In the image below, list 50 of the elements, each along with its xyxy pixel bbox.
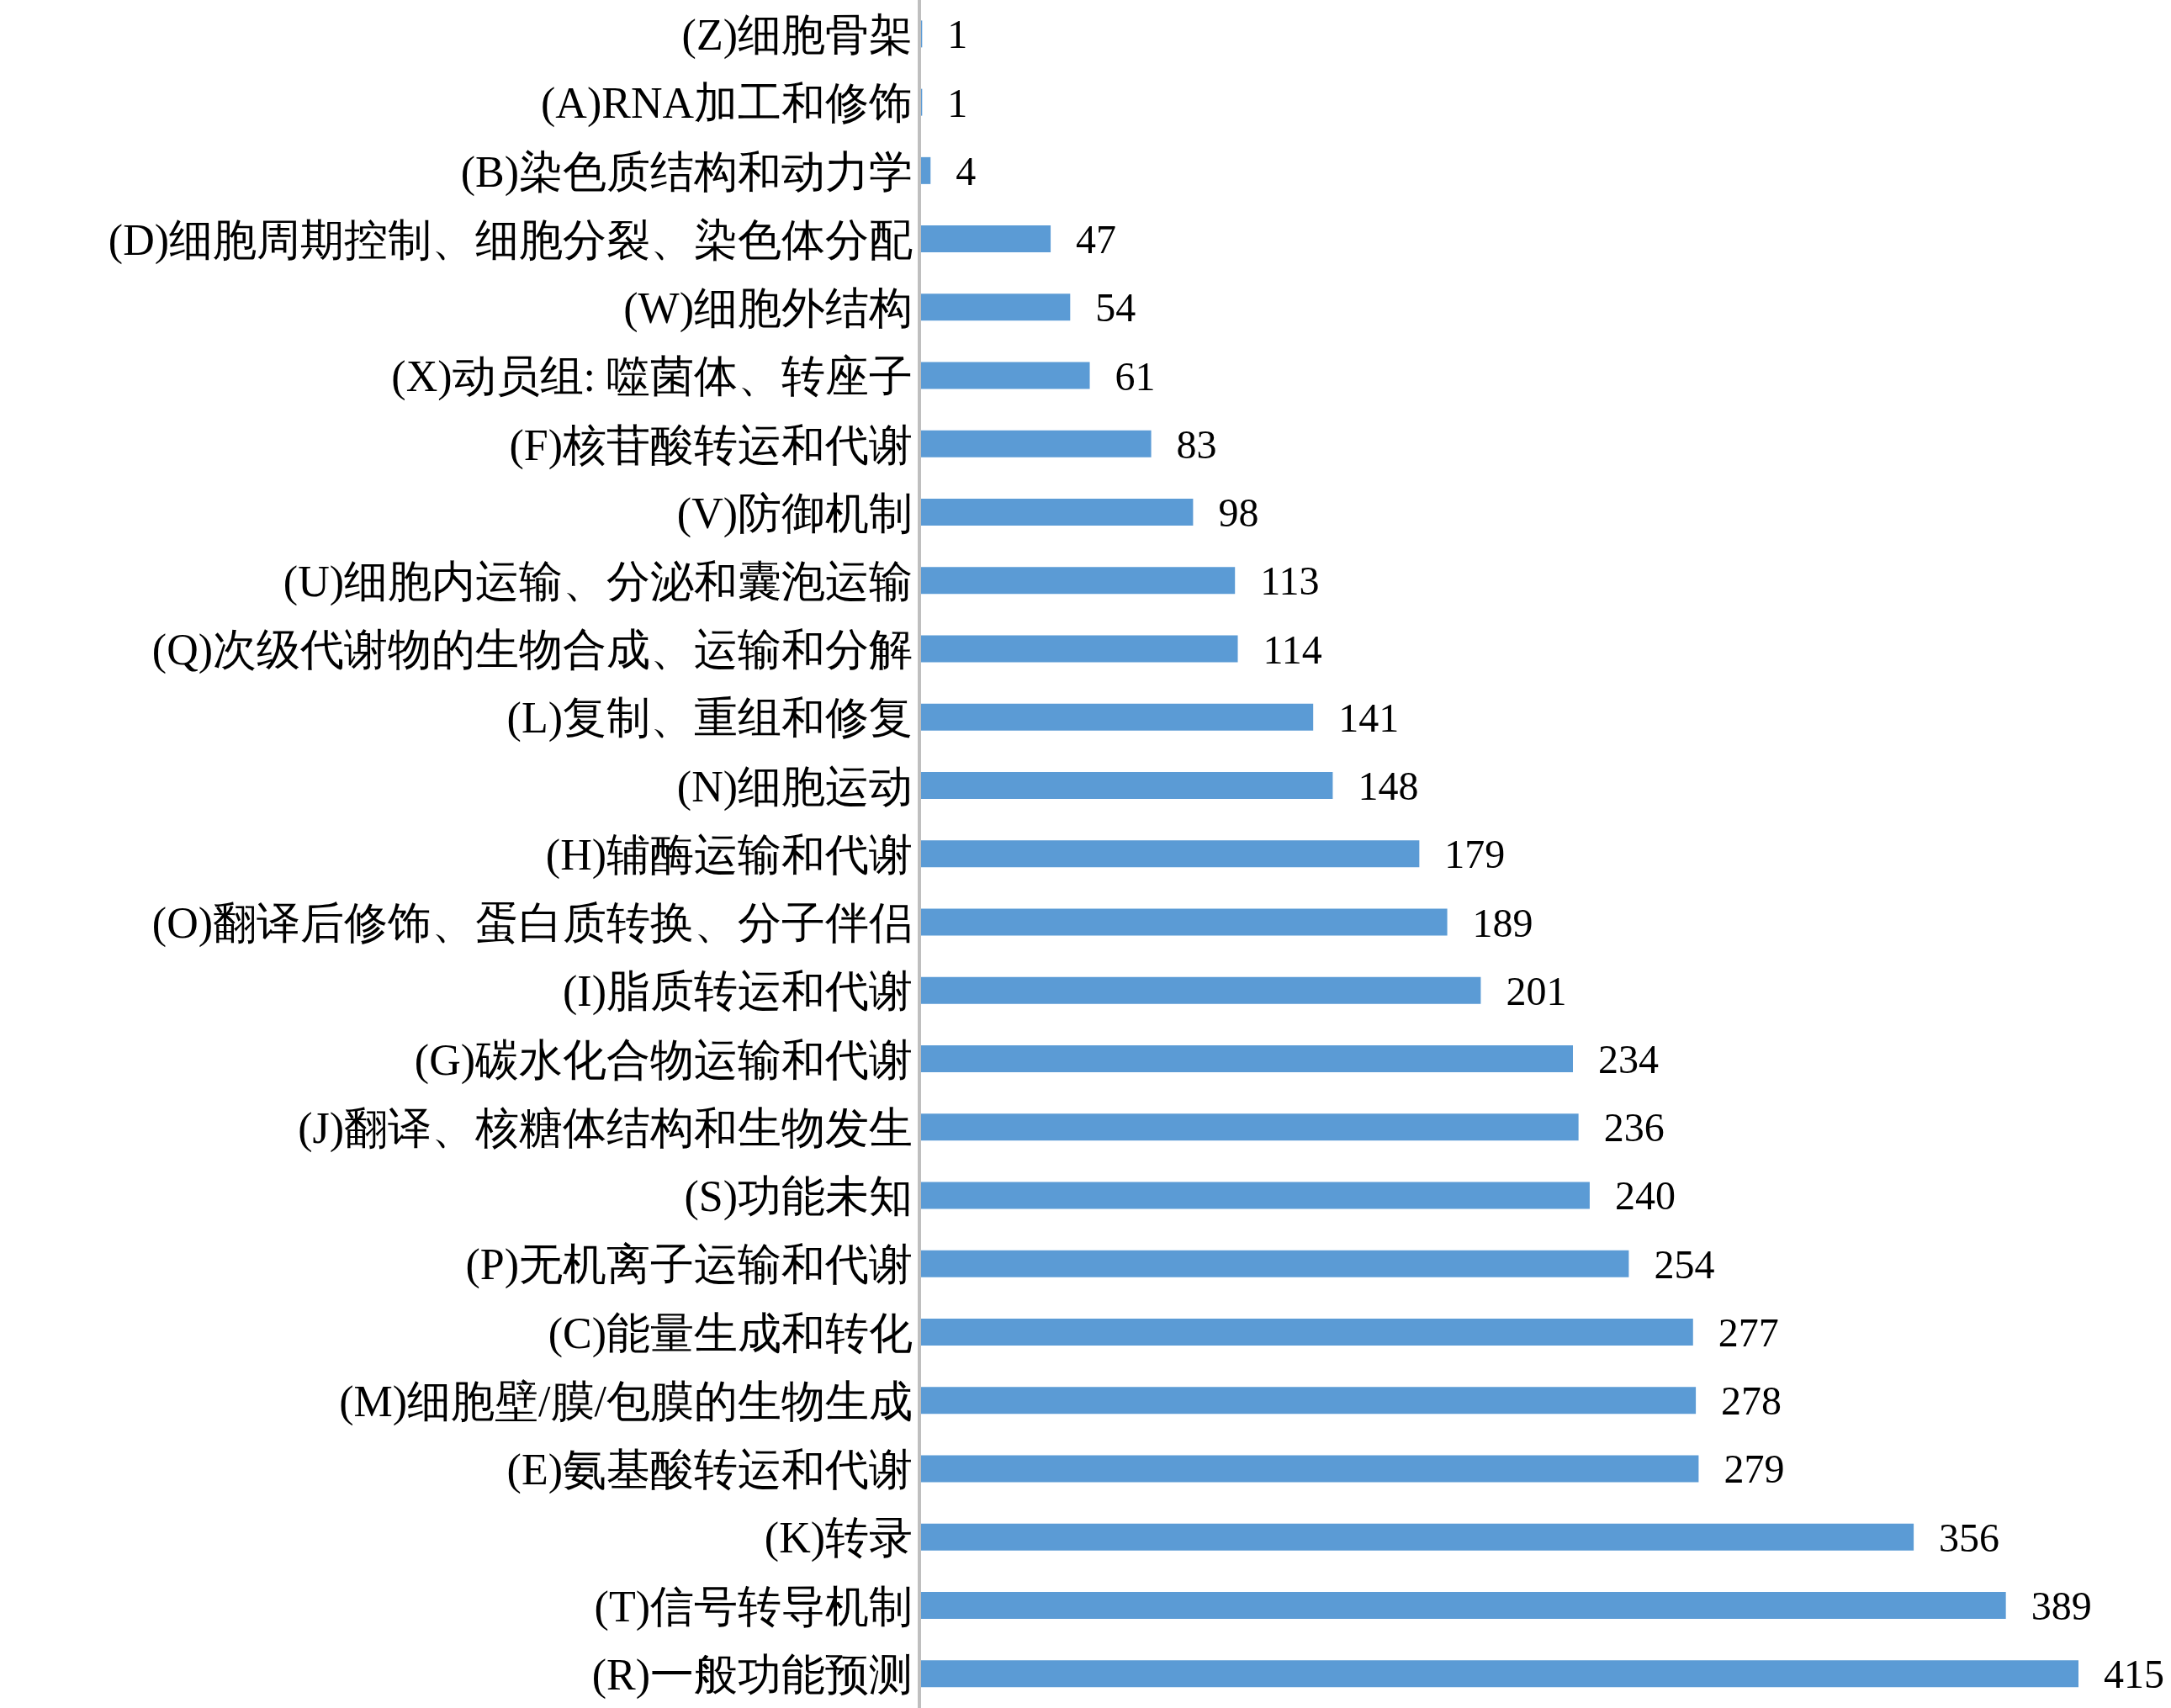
y-tick-label: (Z)细胞骨架 bbox=[681, 11, 913, 61]
y-tick-label: (J)翻译、核糖体结构和生物发生 bbox=[298, 1103, 913, 1153]
data-label: 277 bbox=[1718, 1309, 1779, 1355]
data-label: 141 bbox=[1338, 695, 1400, 740]
data-label: 113 bbox=[1260, 558, 1320, 604]
data-label: 415 bbox=[2104, 1652, 2164, 1697]
data-label: 1 bbox=[947, 80, 968, 125]
y-tick-label: (D)细胞周期控制、细胞分裂、染色体分配 bbox=[108, 215, 913, 265]
data-label: 236 bbox=[1603, 1105, 1665, 1150]
data-label: 201 bbox=[1506, 968, 1567, 1013]
y-tick-label: (A)RNA加工和修饰 bbox=[541, 79, 913, 129]
data-label: 278 bbox=[1721, 1378, 1782, 1424]
data-label: 389 bbox=[2031, 1583, 2092, 1628]
data-label: 83 bbox=[1176, 421, 1217, 467]
y-tick-label: (L)复制、重组和修复 bbox=[506, 694, 913, 743]
data-label: 356 bbox=[1939, 1515, 2000, 1560]
y-tick-label: (G)碳水化合物运输和代谢 bbox=[414, 1035, 913, 1085]
data-label: 1 bbox=[947, 12, 968, 57]
y-tick-label: (R)一般功能预测 bbox=[591, 1650, 913, 1700]
y-tick-label: (Q)次级代谢物的生物合成、运输和分解 bbox=[151, 626, 913, 675]
data-label: 240 bbox=[1614, 1173, 1676, 1219]
data-label: 279 bbox=[1724, 1446, 1785, 1492]
data-label: 54 bbox=[1095, 285, 1136, 330]
y-tick-label: (E)氨基酸转运和代谢 bbox=[506, 1446, 913, 1495]
data-label: 254 bbox=[1654, 1241, 1715, 1287]
y-tick-label: (O)翻译后修饰、蛋白质转换、分子伴侣 bbox=[151, 899, 913, 949]
data-label: 189 bbox=[1472, 900, 1533, 945]
data-label: 98 bbox=[1218, 490, 1259, 536]
y-tick-label: (B)染色质结构和动力学 bbox=[460, 147, 913, 197]
data-label: 47 bbox=[1076, 217, 1117, 262]
data-label: 234 bbox=[1597, 1037, 1659, 1082]
y-tick-label: (U)细胞内运输、分泌和囊泡运输 bbox=[283, 558, 913, 606]
data-label: 148 bbox=[1358, 764, 1419, 809]
y-tick-label: (N)细胞运动 bbox=[676, 762, 913, 812]
y-tick-label: (T)信号转导机制 bbox=[594, 1582, 913, 1631]
data-label: 179 bbox=[1444, 832, 1506, 877]
y-tick-label: (X)动员组: 噬菌体、转座子 bbox=[391, 352, 913, 402]
data-label: 4 bbox=[956, 148, 977, 193]
y-tick-label: (P)无机离子运输和代谢 bbox=[465, 1240, 913, 1290]
y-tick-label: (W)细胞外结构 bbox=[623, 284, 913, 334]
data-label: 61 bbox=[1115, 353, 1156, 399]
y-tick-label: (M)细胞壁/膜/包膜的生物生成 bbox=[339, 1377, 913, 1426]
y-tick-label: (V)防御机制 bbox=[676, 489, 913, 538]
y-tick-label: (H)辅酶运输和代谢 bbox=[545, 830, 913, 880]
y-tick-label: (S)功能未知 bbox=[684, 1172, 913, 1222]
y-tick-label: (I)脂质转运和代谢 bbox=[563, 967, 913, 1017]
data-label: 114 bbox=[1263, 627, 1322, 672]
y-tick-label: (F)核苷酸转运和代谢 bbox=[509, 420, 913, 470]
y-tick-label: (K)转录 bbox=[764, 1514, 913, 1563]
y-tick-label: (C)能量生成和转化 bbox=[548, 1309, 913, 1358]
